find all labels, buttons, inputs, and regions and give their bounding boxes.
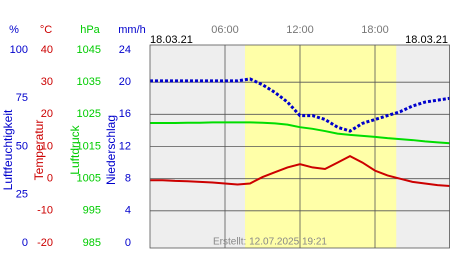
axis-label: Luftfeuchtigkeit <box>1 109 15 190</box>
y-tick-label: 995 <box>83 205 101 217</box>
x-tick-label: 06:00 <box>211 24 239 36</box>
date-left: 18.03.21 <box>150 34 193 46</box>
axis-unit: % <box>9 24 19 36</box>
y-tick-label: 24 <box>119 44 131 56</box>
y-tick-label: 1015 <box>77 140 101 152</box>
y-tick-label: 0 <box>47 173 53 185</box>
footer: Erstellt: 12.07.2025 19:21 <box>213 237 327 248</box>
y-tick-label: 1035 <box>77 76 101 88</box>
y-tick-label: 1005 <box>77 173 101 185</box>
y-tick-label: 16 <box>119 108 131 120</box>
data-line <box>150 77 450 133</box>
y-tick-label: 20 <box>41 108 53 120</box>
date-right: 18.03.21 <box>405 34 448 46</box>
y-tick-label: 100 <box>10 44 28 56</box>
y-tick-label: 40 <box>41 44 53 56</box>
y-tick-label: 8 <box>125 173 131 185</box>
y-tick-label: 12 <box>119 140 131 152</box>
axis-unit: °C <box>40 24 52 36</box>
axis-label: Niederschlag <box>104 115 118 185</box>
axis-label: Luftdruck <box>68 124 82 174</box>
y-tick-label: 75 <box>16 92 28 104</box>
y-tick-label: 25 <box>16 189 28 201</box>
axis-label: Temperatur <box>32 120 46 181</box>
y-tick-label: 1045 <box>77 44 101 56</box>
data-line <box>150 155 450 188</box>
y-tick-label: -10 <box>37 205 53 217</box>
x-tick-label: 18:00 <box>361 24 389 36</box>
y-tick-label: 4 <box>125 205 131 217</box>
y-tick-label: 50 <box>16 140 28 152</box>
y-tick-label: -20 <box>37 237 53 249</box>
y-tick-label: 10 <box>41 140 53 152</box>
axis-unit: hPa <box>80 24 100 36</box>
y-tick-label: 985 <box>83 237 101 249</box>
data-line <box>150 121 450 145</box>
y-tick-label: 30 <box>41 76 53 88</box>
x-tick-label: 12:00 <box>286 24 314 36</box>
y-tick-label: 20 <box>119 76 131 88</box>
y-tick-label: 1025 <box>77 108 101 120</box>
y-tick-label: 0 <box>125 237 131 249</box>
y-tick-label: 0 <box>22 237 28 249</box>
axis-unit: mm/h <box>118 24 146 36</box>
